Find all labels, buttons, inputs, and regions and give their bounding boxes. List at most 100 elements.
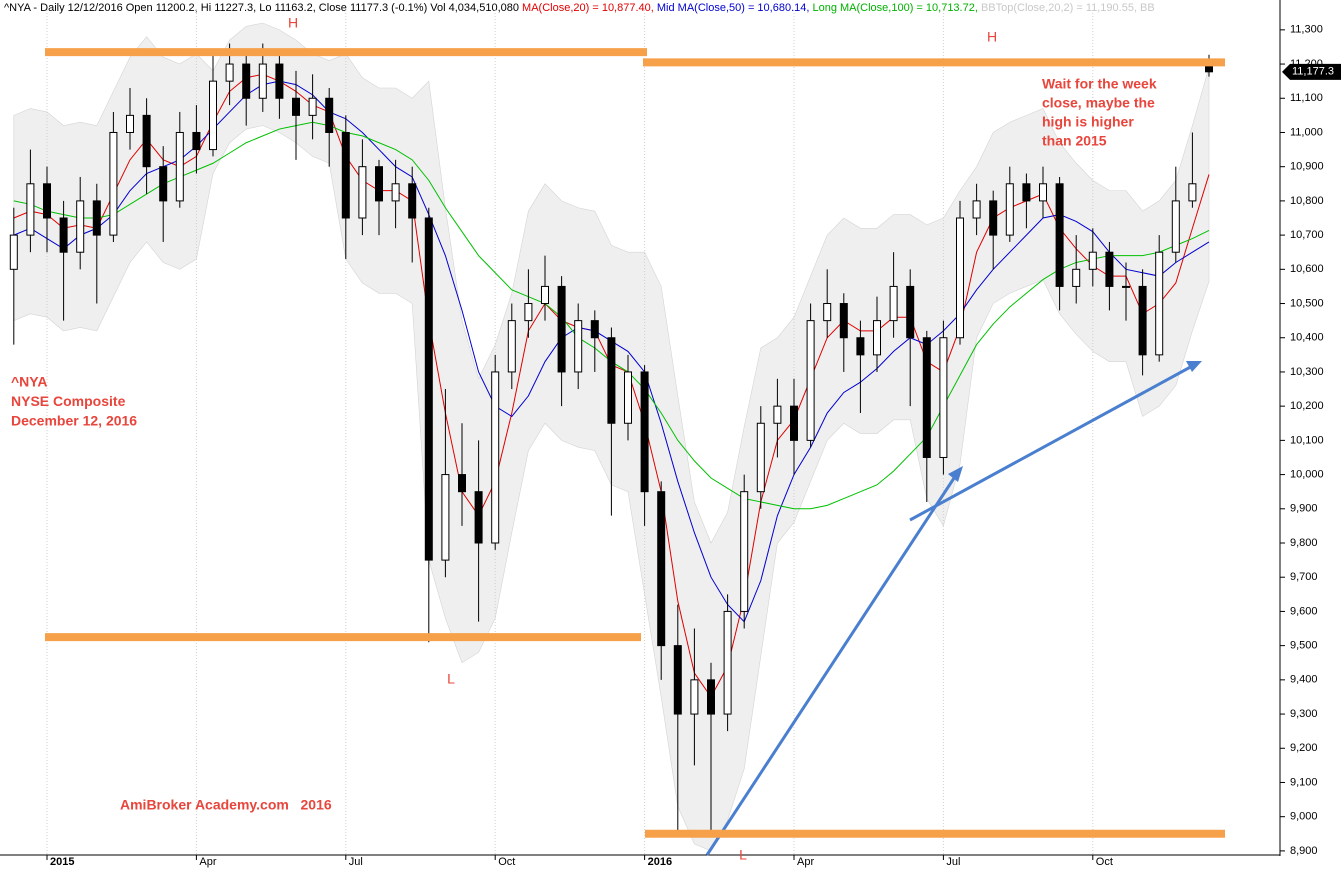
candle-body — [1188, 183, 1197, 202]
annotation: Wait for the week — [1042, 76, 1157, 92]
y-tick-label: 9,200 — [1290, 742, 1318, 754]
candle-body — [9, 234, 18, 270]
candle-body — [126, 114, 134, 133]
candle-body — [424, 217, 433, 561]
candle-body — [1105, 251, 1114, 287]
candle-body — [1072, 268, 1081, 287]
y-tick-label: 10,200 — [1290, 400, 1324, 412]
candle-body — [756, 422, 765, 493]
header-segment: BBTop(Close,20,2) = 11,190.55, BB — [981, 2, 1155, 14]
header-segment: Long MA(Close,100) = 10,713.72, — [812, 2, 980, 14]
candle-body — [541, 285, 549, 305]
y-tick-label: 9,000 — [1290, 811, 1318, 823]
candle-body — [607, 337, 616, 424]
candle-body — [26, 183, 35, 236]
candle-body — [408, 183, 417, 219]
annotation: than 2015 — [1042, 133, 1107, 149]
candle-body — [109, 131, 118, 236]
plot-area — [9, 10, 1213, 855]
candle-body — [1022, 183, 1031, 202]
annotation: L — [447, 671, 455, 687]
candle-body — [922, 337, 931, 458]
candle-body — [806, 320, 815, 441]
candle-body — [773, 405, 782, 424]
candle-body — [1055, 183, 1064, 287]
x-tick-label: Jul — [349, 856, 363, 868]
candle-body — [391, 183, 400, 202]
candle-body — [557, 285, 566, 373]
annotation: high is higher — [1042, 114, 1134, 130]
x-tick-label: 2015 — [50, 856, 74, 868]
candle-body — [590, 320, 599, 339]
candle-body — [989, 200, 998, 236]
y-tick-label: 9,400 — [1290, 674, 1318, 686]
candle-body — [192, 131, 201, 151]
x-tick-label: Oct — [1096, 856, 1113, 868]
header-segment: ^NYA - Daily 12/12/2016 Open 11200.2, Hi… — [4, 2, 522, 14]
candle-body — [1138, 285, 1147, 356]
candle-body — [1088, 251, 1097, 270]
y-tick-label: 10,800 — [1290, 195, 1324, 207]
y-tick-label: 8,900 — [1290, 845, 1318, 857]
y-tick-label: 9,600 — [1290, 605, 1318, 617]
candle-body — [507, 320, 516, 373]
candle-body — [225, 63, 234, 82]
trend-arrow — [705, 471, 960, 856]
y-tick-label: 11,100 — [1290, 92, 1323, 104]
candle-body — [1155, 251, 1164, 356]
y-tick-label: 9,100 — [1290, 776, 1318, 788]
candle-body — [325, 97, 334, 133]
trend-arrow — [909, 362, 1197, 522]
candle-body — [159, 166, 168, 202]
candle-body — [723, 610, 732, 715]
candle-body — [707, 679, 715, 715]
candle-body — [441, 474, 450, 561]
candle-body — [258, 63, 267, 99]
candle-body — [856, 337, 865, 356]
price-tag-label: 11,177.3 — [1292, 66, 1334, 78]
candle-body — [1005, 183, 1014, 236]
candle-body — [209, 80, 217, 151]
header-segment: MA(Close,20) = 10,877.40, — [522, 2, 657, 14]
candle-body — [640, 371, 649, 493]
annotation: close, maybe the — [1042, 95, 1155, 111]
annotation: NYSE Composite — [11, 393, 126, 409]
candle-body — [242, 63, 251, 99]
candle-body — [92, 200, 101, 236]
y-tick-label: 10,100 — [1290, 434, 1324, 446]
candle-body — [491, 371, 500, 544]
candle-body — [873, 320, 881, 356]
candle-body — [673, 645, 682, 715]
annotation: H — [288, 15, 298, 31]
candle-body — [690, 679, 699, 715]
annotation: December 12, 2016 — [11, 413, 137, 429]
candle-body — [889, 285, 898, 322]
x-tick-label: Apr — [797, 856, 814, 868]
candle-body — [275, 63, 284, 99]
candle-body — [1122, 285, 1130, 288]
candle-body — [341, 131, 350, 219]
candle-body — [358, 166, 367, 219]
candle-body — [59, 217, 68, 253]
candle-body — [657, 491, 666, 647]
candle-body — [823, 303, 832, 322]
y-tick-label: 9,700 — [1290, 571, 1318, 583]
candle-body — [624, 371, 632, 424]
y-tick-label: 10,000 — [1290, 468, 1324, 480]
y-tick-label: 9,500 — [1290, 640, 1318, 652]
candle-body — [76, 200, 85, 253]
candle-body — [740, 491, 749, 612]
x-tick-label: Apr — [199, 856, 216, 868]
y-tick-label: 10,300 — [1290, 366, 1324, 378]
candle-body — [1039, 183, 1047, 202]
candle-body — [839, 303, 848, 339]
candle-body — [292, 97, 300, 116]
candle-body — [474, 491, 483, 544]
annotation: ^NYA — [11, 374, 47, 390]
arrow-head — [948, 466, 963, 482]
candle-body — [142, 114, 151, 168]
header-segment: Mid MA(Close,50) = 10,680.14, — [657, 2, 813, 14]
candle-body — [956, 217, 964, 339]
y-tick-label: 11,000 — [1290, 126, 1323, 138]
